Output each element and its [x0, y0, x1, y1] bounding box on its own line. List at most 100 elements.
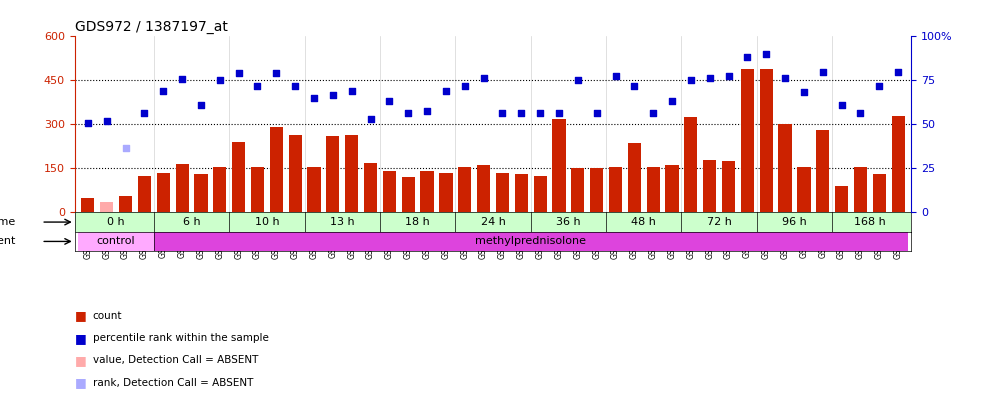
Point	[381, 98, 397, 104]
Bar	[572, 168, 585, 212]
Point	[853, 109, 869, 116]
Bar	[665, 166, 678, 212]
Text: count: count	[93, 311, 123, 321]
Bar	[251, 167, 264, 212]
Text: percentile rank within the sample: percentile rank within the sample	[93, 333, 269, 343]
Point	[702, 74, 718, 81]
Point	[796, 89, 812, 96]
Bar	[137, 176, 151, 212]
Bar	[156, 173, 170, 212]
Text: 168 h: 168 h	[854, 217, 885, 227]
Point	[80, 120, 96, 126]
Point	[400, 109, 416, 116]
Text: value, Detection Call = ABSENT: value, Detection Call = ABSENT	[93, 356, 258, 365]
Bar	[79, 232, 153, 251]
Bar	[627, 143, 641, 212]
Bar	[458, 167, 471, 212]
Text: ■: ■	[75, 376, 87, 389]
Bar	[534, 176, 547, 212]
Point	[438, 87, 454, 94]
Text: ■: ■	[75, 354, 87, 367]
Bar	[816, 130, 830, 212]
Point	[118, 145, 133, 151]
Point	[683, 77, 699, 84]
Point	[626, 83, 642, 90]
Text: 72 h: 72 h	[707, 217, 732, 227]
Point	[287, 83, 303, 90]
Bar	[401, 177, 414, 212]
Bar	[515, 174, 528, 212]
Point	[99, 118, 115, 125]
Point	[664, 98, 680, 104]
Bar	[382, 171, 396, 212]
Point	[193, 102, 209, 109]
Bar	[345, 135, 359, 212]
Point	[344, 87, 360, 94]
Text: 48 h: 48 h	[631, 217, 656, 227]
Point	[645, 109, 661, 116]
Bar	[82, 198, 95, 212]
Point	[155, 87, 171, 94]
Point	[268, 70, 284, 77]
Point	[174, 76, 190, 82]
Bar	[760, 69, 773, 212]
Bar	[496, 173, 509, 212]
Point	[834, 102, 850, 109]
Point	[758, 51, 774, 57]
Text: rank, Detection Call = ABSENT: rank, Detection Call = ABSENT	[93, 378, 253, 388]
Point	[570, 77, 586, 84]
Bar	[609, 167, 622, 212]
Bar	[308, 167, 321, 212]
Bar	[646, 167, 659, 212]
Point	[494, 109, 510, 116]
Bar	[553, 119, 566, 212]
Point	[212, 77, 228, 84]
Point	[589, 109, 605, 116]
Bar	[327, 136, 340, 212]
Text: 6 h: 6 h	[182, 217, 200, 227]
Bar	[722, 161, 735, 212]
Bar	[779, 124, 792, 212]
Bar	[891, 115, 904, 212]
Bar	[194, 174, 207, 212]
Text: 13 h: 13 h	[330, 217, 355, 227]
Text: ■: ■	[75, 309, 87, 322]
Point	[363, 115, 378, 122]
Bar	[270, 127, 283, 212]
Text: control: control	[97, 237, 135, 246]
Text: methylprednisolone: methylprednisolone	[475, 237, 587, 246]
Text: 0 h: 0 h	[108, 217, 124, 227]
Bar	[684, 117, 697, 212]
Text: time: time	[0, 217, 16, 227]
Point	[739, 54, 755, 60]
Text: agent: agent	[0, 237, 16, 246]
Point	[551, 109, 567, 116]
Point	[532, 109, 548, 116]
Point	[476, 74, 492, 81]
Text: 10 h: 10 h	[255, 217, 279, 227]
Bar	[741, 69, 754, 212]
Bar	[703, 160, 716, 212]
Point	[890, 68, 906, 75]
Bar	[175, 164, 188, 212]
Point	[777, 74, 793, 81]
Text: 36 h: 36 h	[556, 217, 581, 227]
Bar	[854, 167, 868, 212]
Point	[608, 73, 623, 79]
Point	[306, 95, 322, 101]
Point	[325, 92, 341, 98]
Bar	[872, 174, 885, 212]
Text: 18 h: 18 h	[405, 217, 430, 227]
Point	[872, 83, 887, 90]
Point	[720, 73, 736, 79]
Point	[513, 109, 529, 116]
Bar	[232, 142, 245, 212]
Text: ■: ■	[75, 332, 87, 345]
Bar	[590, 168, 604, 212]
Point	[250, 83, 266, 90]
Bar	[289, 135, 302, 212]
Bar	[101, 202, 114, 212]
Bar	[119, 196, 132, 212]
Text: 24 h: 24 h	[481, 217, 505, 227]
Bar	[213, 167, 226, 212]
